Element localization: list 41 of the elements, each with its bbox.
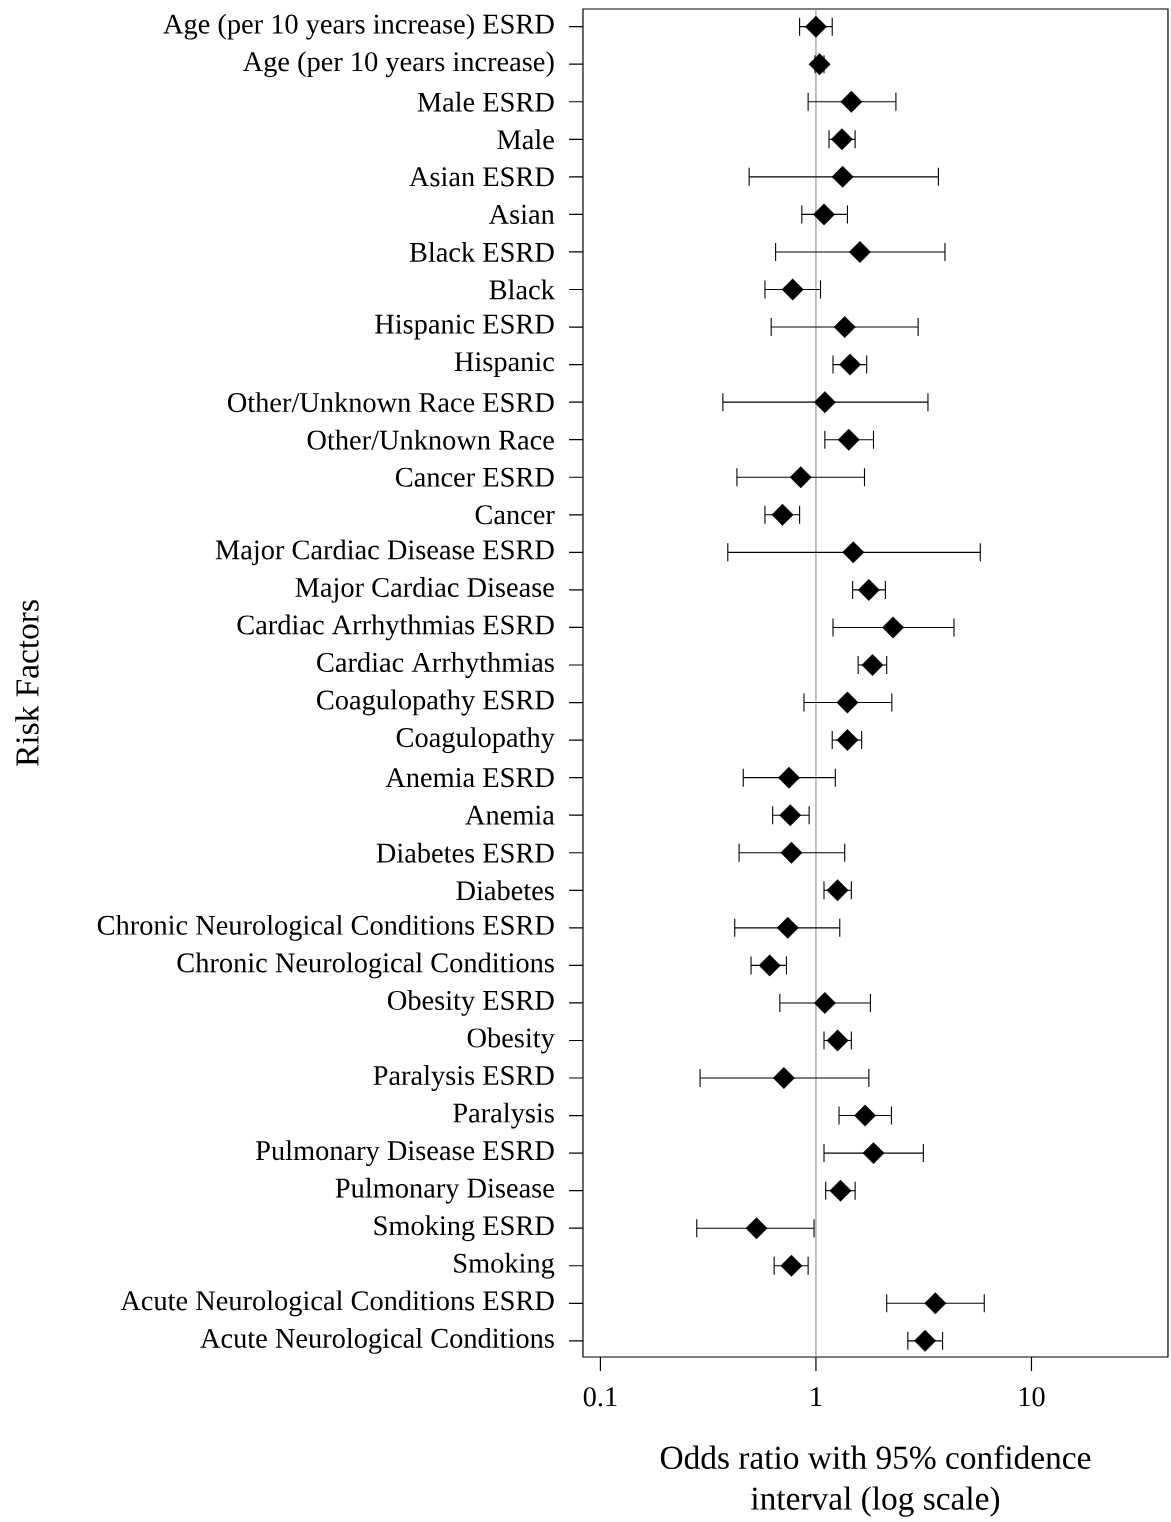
y-tick-label: Smoking [454,1252,555,1279]
y-tick-label: Diabetes ESRD [376,842,554,863]
y-tick-label: Coagulopathy [396,727,555,753]
x-tick-label: 0.1 [583,1387,617,1407]
y-tick-label: Anemia ESRD [385,768,554,788]
y-tick-label: Other/Unknown Race [307,429,554,450]
y-tick-label: Cardiac Arrhythmias ESRD [237,614,554,641]
y-tick-label: Chronic Neurological Conditions ESRD [97,914,554,941]
y-tick-label: Asian [488,204,555,224]
y-tick-label: Pulmonary Disease ESRD [255,1140,554,1167]
y-tick-label: Cardiac Arrhythmias [317,652,554,678]
y-tick-label: Paralysis [453,1102,554,1129]
y-tick-label: Major Cardiac Disease ESRD [215,539,554,566]
y-tick-label: Acute Neurological Conditions ESRD [120,1290,554,1317]
x-tick-label: 10 [1019,1387,1045,1407]
y-tick-label: Hispanic ESRD [375,314,554,340]
x-axis-title: Odds ratio with 95% confidence interval (log scale) [660,1445,1091,1517]
y-tick-label: Age (per 10 years increase) ESRD [163,13,554,40]
y-tick-label: Obesity [467,1027,555,1054]
y-tick-label: Pulmonary Disease [335,1177,554,1204]
y-tick-label: Black ESRD [409,241,554,262]
y-tick-label: Male ESRD [417,91,554,112]
y-tick-label: Cancer ESRD [395,467,554,487]
x-tick-label: 1 [811,1387,822,1406]
y-tick-label: Acute Neurological Conditions [200,1327,554,1354]
y-tick-label: Male [497,129,554,150]
y-tick-label: Hispanic [454,352,554,378]
y-tick-label: Smoking ESRD [374,1215,554,1242]
y-tick-label: Black [489,279,555,300]
y-tick-label: Major Cardiac Disease [295,577,554,603]
y-tick-label: Anemia [465,805,555,825]
y-tick-label: Chronic Neurological Conditions [177,952,554,979]
y-tick-label: Coagulopathy ESRD [317,689,554,716]
y-tick-label: Paralysis ESRD [373,1065,554,1091]
y-tick-label: Diabetes [456,880,554,901]
y-tick-label: Asian ESRD [409,167,554,187]
y-tick-label: Other/Unknown Race ESRD [227,392,554,413]
y-tick-label: Age (per 10 years increase) [242,51,554,78]
y-axis-title: Risk Factors [15,600,39,766]
y-tick-label: Obesity ESRD [388,990,554,1016]
y-tick-label: Cancer [475,505,555,525]
